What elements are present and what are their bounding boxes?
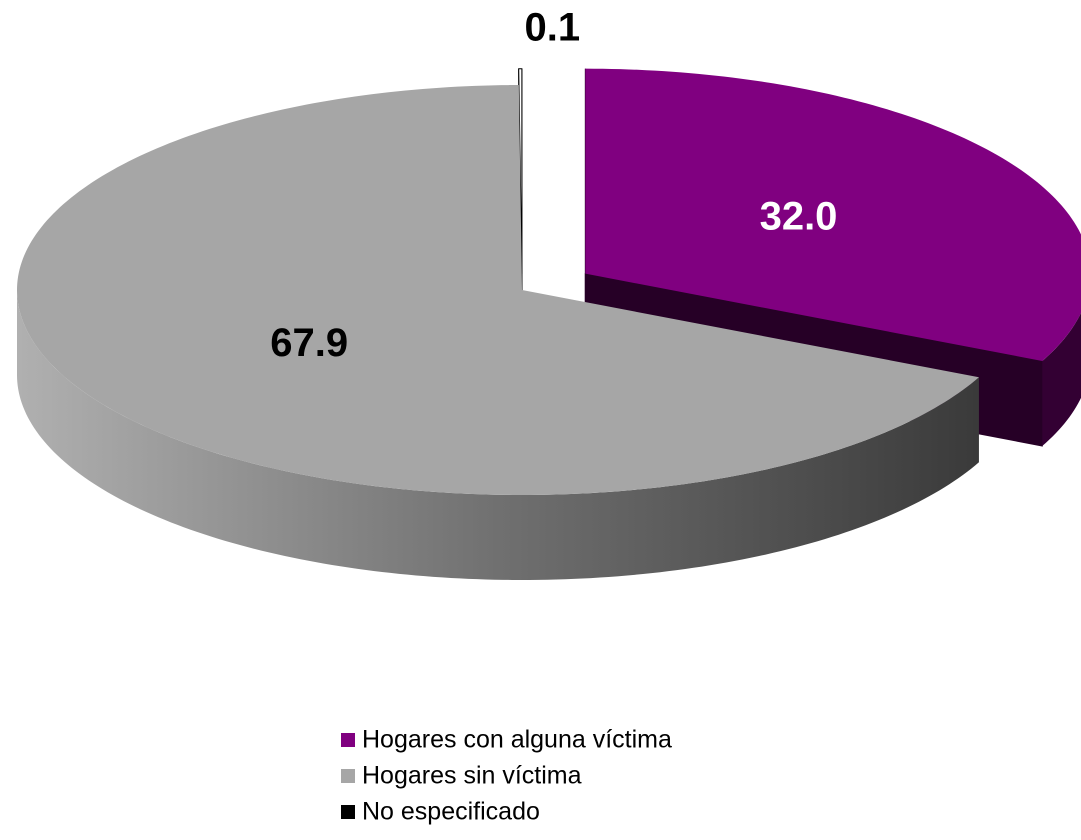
legend: Hogares con alguna víctima Hogares sin ví… (341, 726, 672, 826)
value-label: 0.1 (524, 6, 580, 50)
slice-side (17, 290, 979, 580)
value-label: 32.0 (760, 194, 838, 238)
legend-swatch (341, 805, 355, 819)
value-label: 67.9 (270, 321, 348, 365)
legend-label: No especificado (362, 798, 540, 826)
slice (585, 68, 1081, 361)
pie (17, 68, 1081, 580)
legend-label: Hogares sin víctima (362, 762, 582, 790)
value-labels: 32.0 0.1 67.9 (270, 6, 837, 365)
legend-swatch (341, 769, 355, 783)
slice (17, 85, 979, 495)
slice (518, 68, 523, 274)
legend-swatch (341, 733, 355, 747)
legend-label: Hogares con alguna víctima (362, 726, 672, 754)
slice-side (1042, 312, 1081, 446)
